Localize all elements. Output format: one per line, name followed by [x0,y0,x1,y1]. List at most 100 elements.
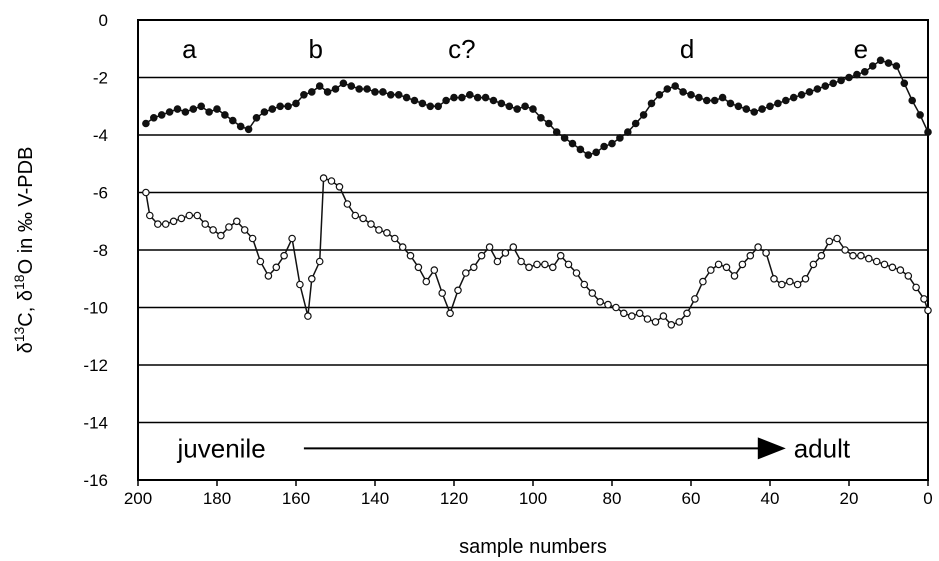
x-tick-label: 20 [840,489,859,508]
series-2-point [612,303,620,312]
series-2-point [430,266,439,274]
series-1-point [750,108,759,116]
series-1-point [173,105,182,113]
series-2-point [398,243,407,251]
series-1-point [339,79,348,88]
series-1-point [473,93,482,102]
series-1-point [710,96,719,105]
series-2-point [533,260,541,269]
series-1-point [781,96,790,105]
series-1-point [584,151,593,159]
series-2-point [833,234,841,243]
x-tick-label: 80 [603,489,622,508]
series-2-point [335,183,344,191]
series-2-point [315,257,324,266]
series-1-point [758,105,766,113]
series-2-point [714,260,723,269]
series-2-point [864,254,873,263]
series-1-point [307,88,316,96]
series-2-point [872,257,881,266]
series-2-point [201,220,210,228]
series-2-point [351,211,360,220]
series-2-point [920,295,928,303]
x-axis-title: sample numbers [459,536,607,558]
series-1-point [150,114,158,122]
series-2-point [793,280,802,289]
series-1-point [450,93,458,102]
y-tick-label: -12 [83,356,108,375]
series-1-point [157,111,166,119]
series-1-point [363,85,371,93]
series-1-point [442,96,450,105]
stage-adult-label: adult [794,433,851,463]
series-2-point [627,312,636,320]
series-2-point [256,257,265,266]
series-1-point [260,108,269,116]
series-2-point [288,234,296,243]
series-2-point [730,272,739,280]
series-1-point [521,102,529,111]
series-2-point [659,312,668,320]
phase-label: d [680,34,694,64]
series-2-point [169,217,178,226]
series-2-point [556,251,565,260]
series-2-point [564,260,573,269]
series-1-point [513,105,522,113]
series-2-point [375,226,383,234]
series-2-point [825,237,834,246]
series-1-point [766,102,774,111]
phase-label: a [182,34,197,64]
y-tick-label: -8 [93,241,108,260]
series-2-point [635,309,644,318]
series-1-point [197,102,206,111]
series-1-point [205,108,213,116]
y-axis-title-part: δ [15,342,37,353]
series-2-point [485,243,494,251]
y-axis-title-superscript: 18 [11,274,27,290]
series-2-point [327,177,336,185]
series-2-point [880,260,889,269]
series-layer [142,56,932,329]
series-1-point [497,99,506,108]
series-2-point [699,277,707,286]
series-1-point [845,73,853,82]
series-2-point [446,309,454,318]
series-2-point [541,260,549,269]
series-1-point [386,91,395,99]
phase-label: c? [448,34,475,64]
series-2-point [343,200,352,208]
series-2-point [304,312,312,320]
series-1-point [774,99,782,108]
y-tick-label: -4 [93,126,108,145]
y-axis-title-superscript: 13 [11,326,27,342]
series-1-point [600,142,608,151]
series-1-point [142,119,150,128]
series-1-point [813,85,822,93]
series-2-point [857,251,865,260]
series-1-point [687,91,695,99]
series-2-point [454,286,462,295]
x-tick-label: 120 [440,489,468,508]
series-1-point [300,91,308,99]
series-1-point [244,125,253,134]
series-2-point [383,229,391,237]
series-2-point [770,274,778,283]
series-1-point [544,119,553,128]
series-2-point [193,211,202,220]
series-2-point [146,211,154,220]
series-1-line [145,59,929,156]
series-1-point [268,105,277,113]
series-2-point [307,274,316,283]
series-2-point [801,274,810,283]
series-2-point [367,220,375,228]
series-2-point [904,272,913,280]
series-1-point [860,68,869,76]
series-2-point [414,263,423,272]
series-2-point [746,251,755,260]
series-1-point [410,96,419,105]
series-1-point [229,116,237,125]
series-2-point [280,251,288,260]
series-1-point [742,105,751,113]
series-2-point [240,226,249,234]
